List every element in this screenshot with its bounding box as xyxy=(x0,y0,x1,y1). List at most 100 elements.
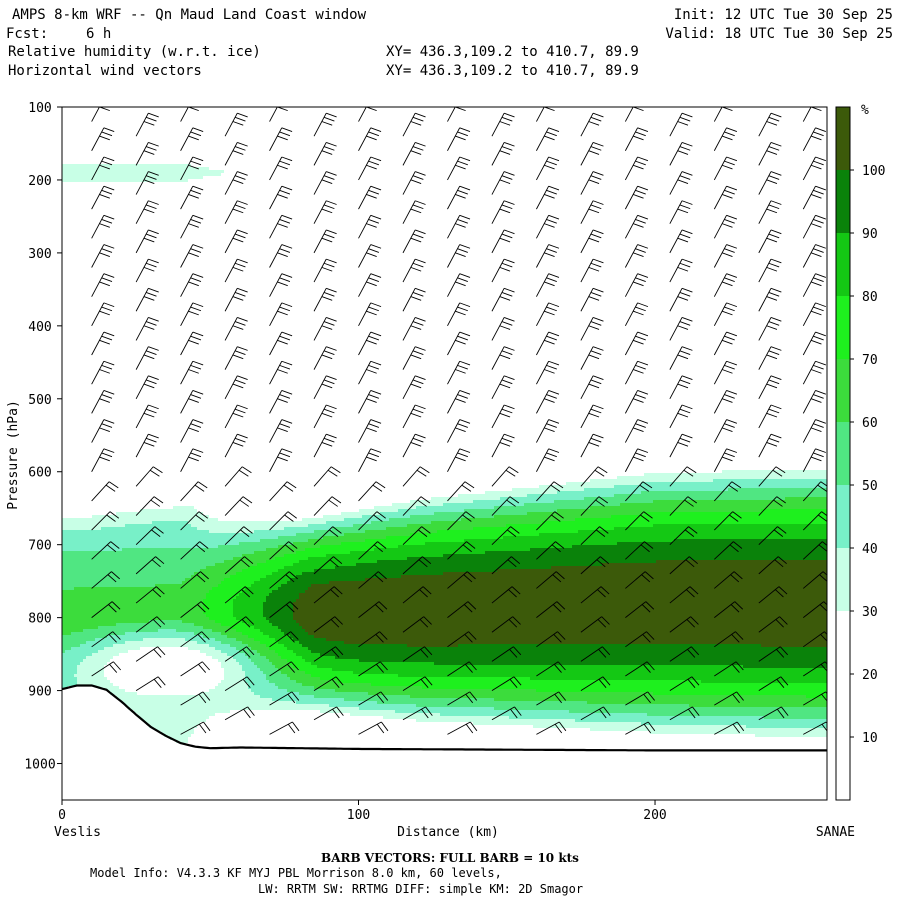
wind-barb xyxy=(358,448,382,472)
rh-cell xyxy=(62,674,74,677)
wind-barb xyxy=(758,258,782,283)
rh-cell xyxy=(275,650,293,653)
wind-barb xyxy=(713,156,738,181)
y-tick-label: 600 xyxy=(28,466,51,481)
rh-cell xyxy=(251,689,287,692)
rh-cell xyxy=(77,671,104,674)
wind-barb xyxy=(536,691,567,706)
rh-cell xyxy=(323,515,362,518)
rh-cell xyxy=(485,491,557,494)
wind-barb xyxy=(135,229,159,254)
rh-cell xyxy=(65,650,98,653)
wind-barb xyxy=(758,676,789,691)
rh-cell xyxy=(62,644,80,647)
rh-cell xyxy=(164,734,191,737)
wind-barb xyxy=(313,556,343,575)
rh-cell xyxy=(62,683,77,686)
rh-cell xyxy=(311,662,434,665)
wind-barb xyxy=(624,273,649,297)
wind-barb xyxy=(180,661,210,677)
rh-cell xyxy=(257,650,275,653)
wind-barb xyxy=(313,375,337,400)
rh-cell xyxy=(260,539,308,542)
wind-barb xyxy=(402,229,426,254)
wind-barb xyxy=(491,706,522,721)
wind-barb xyxy=(313,200,337,224)
rh-cell xyxy=(62,590,209,593)
wind-barb xyxy=(447,389,471,414)
rh-cell xyxy=(407,524,506,527)
rh-cell xyxy=(242,554,284,557)
rh-cell xyxy=(341,542,425,545)
rh-cell xyxy=(278,641,299,644)
rh-cell xyxy=(221,623,248,626)
rh-cell xyxy=(215,620,242,623)
wind-barb xyxy=(625,631,655,648)
rh-cell xyxy=(203,635,227,638)
rh-cell xyxy=(248,623,272,626)
rh-cell xyxy=(458,494,527,497)
rh-cell xyxy=(62,647,71,650)
rh-cell xyxy=(311,674,398,677)
rh-cell xyxy=(62,551,254,554)
rh-cell xyxy=(284,632,308,635)
rh-cell xyxy=(254,530,314,533)
rh-cell xyxy=(335,566,551,569)
rh-cell xyxy=(248,635,269,638)
x-tick-label: 0 xyxy=(58,808,66,823)
rh-cell xyxy=(380,512,434,515)
wind-barb xyxy=(269,661,299,677)
x-tick-label: 100 xyxy=(347,808,370,823)
wind-barb xyxy=(447,691,478,706)
rh-cell xyxy=(407,557,827,560)
y-tick-label: 100 xyxy=(28,101,51,116)
rh-cell xyxy=(494,515,611,518)
rh-cell xyxy=(221,680,245,683)
rh-cell xyxy=(761,644,827,647)
rh-cell xyxy=(578,530,827,533)
rh-cell xyxy=(431,521,542,524)
rh-cell xyxy=(248,683,275,686)
rh-cell xyxy=(80,644,113,647)
wind-barb xyxy=(358,511,386,531)
wind-barb xyxy=(713,107,733,122)
colorbar-label: 10 xyxy=(862,731,878,746)
wind-barb xyxy=(91,302,115,327)
rh-cell xyxy=(575,518,827,521)
wind-barb xyxy=(536,185,560,210)
wind-barb xyxy=(669,646,700,662)
rh-cell xyxy=(443,572,827,575)
wind-barb xyxy=(802,571,827,589)
rh-cell xyxy=(152,521,188,524)
wind-barb xyxy=(358,273,382,297)
rh-cell xyxy=(284,566,335,569)
rh-cell xyxy=(62,653,92,656)
wind-barb xyxy=(180,127,204,151)
rh-cell xyxy=(416,704,689,707)
rh-cell xyxy=(221,641,242,644)
wind-barb xyxy=(180,448,204,472)
rh-cell xyxy=(374,548,530,551)
wind-barb xyxy=(224,375,248,400)
wind-barb xyxy=(180,419,204,443)
rh-cell xyxy=(290,662,311,665)
wind-barb xyxy=(714,661,744,677)
rh-cell xyxy=(62,578,185,581)
rh-cell xyxy=(314,635,827,638)
wind-barb xyxy=(135,346,159,370)
rh-cell xyxy=(62,677,77,680)
rh-cell xyxy=(641,491,827,494)
wind-barb xyxy=(669,404,693,429)
wind-barb xyxy=(669,171,693,195)
wind-barb xyxy=(91,127,115,151)
wind-barb xyxy=(669,496,698,516)
wind-barb xyxy=(358,214,382,239)
rh-cell xyxy=(194,632,221,635)
wind-barb xyxy=(580,171,604,195)
wind-barb xyxy=(447,273,471,297)
rh-cell xyxy=(311,650,827,653)
rh-cell xyxy=(221,581,254,584)
rh-cell xyxy=(611,515,827,518)
rh-cell xyxy=(293,602,827,605)
wind-barb xyxy=(91,511,120,531)
